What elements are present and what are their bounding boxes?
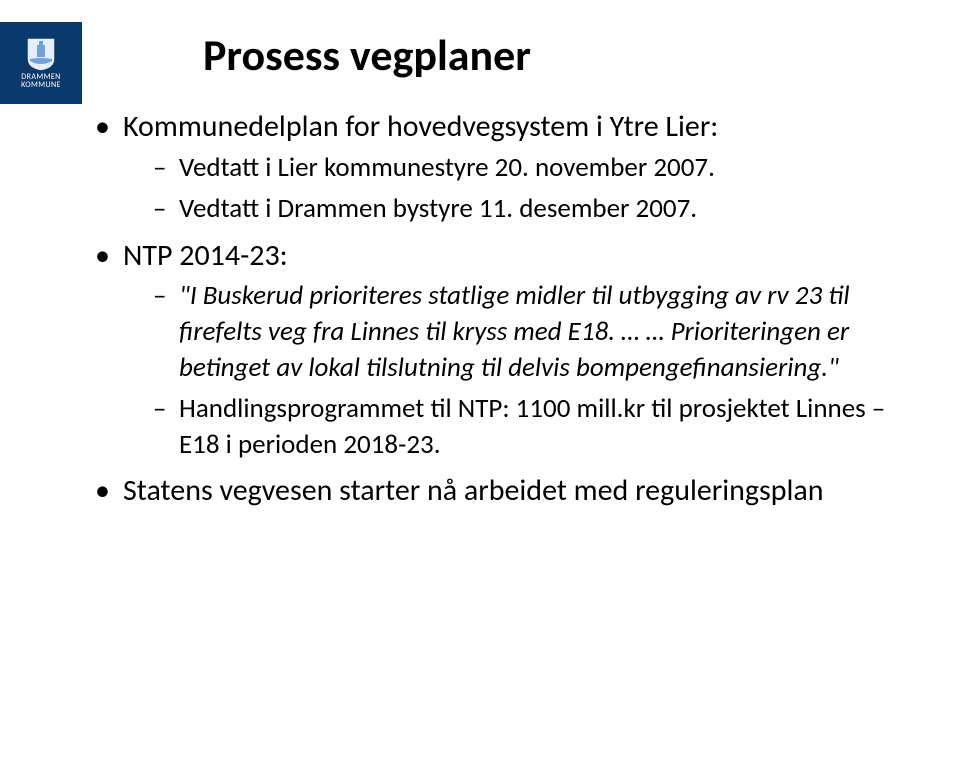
slide-content: Prosess vegplaner Kommunedelplan for hov… [95,28,920,514]
list-item: Kommunedelplan for hovedvegsystem i Ytre… [95,108,920,227]
list-item: NTP 2014-23: "I Buskerud prioriteres sta… [95,237,920,463]
bullet-text: NTP 2014-23: [123,237,288,274]
shield-icon [26,37,56,71]
sub-bullet-text: Handlingsprogrammet til NTP: 1100 mill.k… [179,392,885,461]
sub-bullet-text: Vedtatt i Drammen bystyre 11. desember 2… [179,192,697,225]
sub-bullet-text: "I Buskerud prioriteres statlige midler … [179,279,850,383]
bullet-text: Statens vegvesen starter nå arbeidet med… [123,472,824,509]
list-item: Vedtatt i Lier kommunestyre 20. november… [153,150,920,186]
sub-list: Vedtatt i Lier kommunestyre 20. november… [123,150,920,227]
slide-title: Prosess vegplaner [203,28,920,82]
list-item: Handlingsprogrammet til NTP: 1100 mill.k… [153,391,920,462]
sub-list: "I Buskerud prioriteres statlige midler … [123,278,920,462]
bullet-text: Kommunedelplan for hovedvegsystem i Ytre… [123,108,718,145]
list-item: Vedtatt i Drammen bystyre 11. desember 2… [153,191,920,227]
list-item: Statens vegvesen starter nå arbeidet med… [95,472,920,510]
bullet-list: Kommunedelplan for hovedvegsystem i Ytre… [95,108,920,510]
list-item: "I Buskerud prioriteres statlige midler … [153,278,920,385]
logo-badge: DRAMMEN KOMMUNE [0,22,82,104]
logo-text: DRAMMEN KOMMUNE [21,73,61,90]
logo-text-line2: KOMMUNE [21,81,61,89]
sub-bullet-text: Vedtatt i Lier kommunestyre 20. november… [179,151,715,184]
